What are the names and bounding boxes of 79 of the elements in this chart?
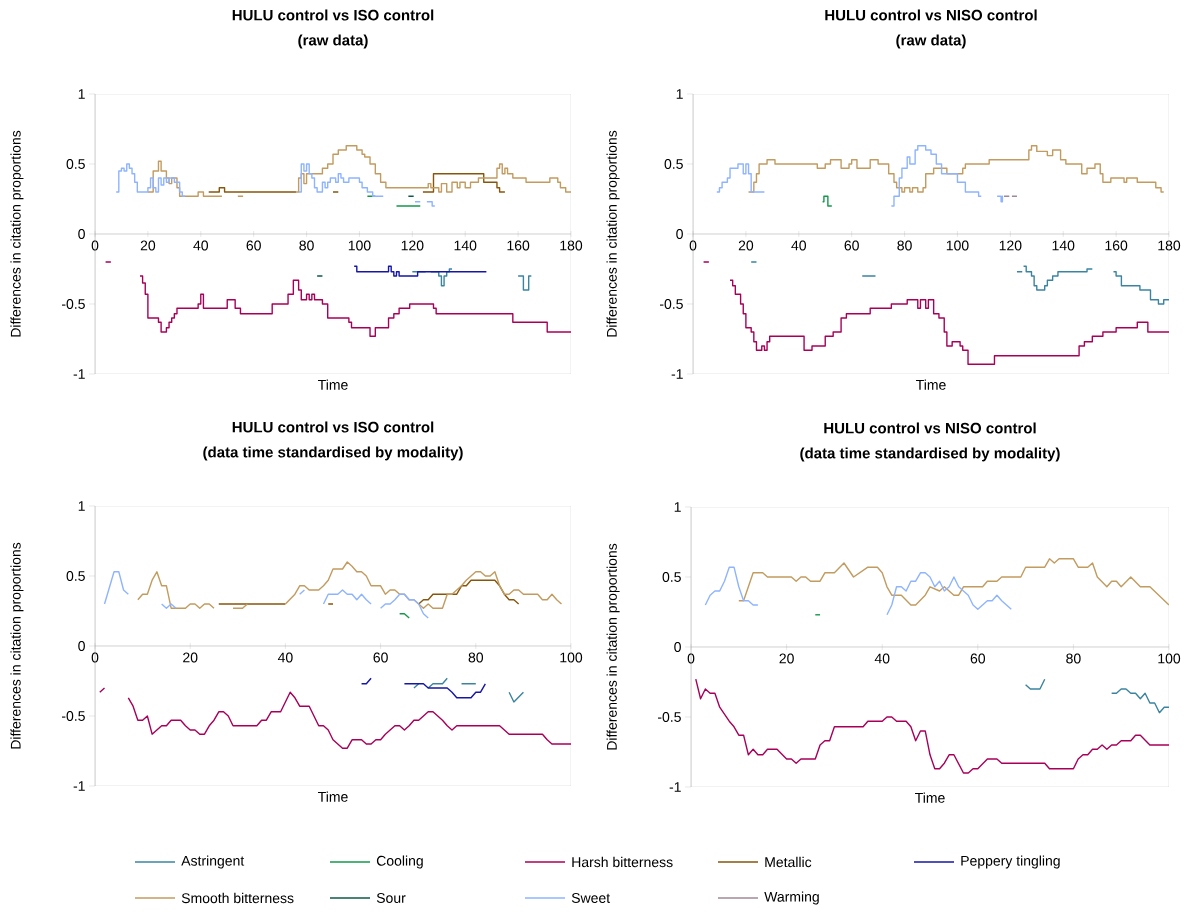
y-tick-label: 0.5: [664, 159, 683, 169]
y-tick-label: 0: [78, 641, 85, 651]
y-tick-label: 1: [78, 501, 85, 511]
y-axis-title: Differences in citation proportions: [10, 542, 24, 749]
x-tick-label: 80: [1066, 653, 1081, 664]
y-tick-label: 0: [676, 229, 683, 239]
x-tick-label: 120: [999, 240, 1022, 251]
chart-subtitle: (raw data): [896, 34, 966, 49]
y-tick-label: 1: [674, 502, 681, 512]
legend-label: Astringent: [181, 855, 245, 869]
x-tick-label: 60: [970, 653, 986, 664]
x-tick-label: 100: [560, 652, 583, 663]
y-tick-label: 0: [674, 642, 681, 652]
x-tick-label: 80: [468, 652, 484, 663]
legend-label: Sweet: [571, 893, 611, 903]
y-tick-label: -0.5: [61, 299, 85, 309]
x-axis-title: Time: [915, 792, 945, 803]
x-tick-label: 80: [897, 240, 912, 251]
x-tick-label: 80: [299, 240, 314, 251]
line-series: [695, 678, 1169, 774]
x-tick-label: 120: [401, 240, 424, 251]
y-tick-label: 0: [78, 229, 85, 239]
y-tick-label: -1: [669, 782, 681, 792]
y-tick-label: -1: [73, 781, 85, 791]
x-tick-label: 60: [246, 240, 261, 251]
y-tick-label: -1: [671, 369, 683, 379]
legend-label: Sour: [376, 893, 406, 903]
x-axis-title: Time: [318, 379, 348, 390]
chart-subtitle: (data time standardised by modality): [203, 446, 463, 461]
y-axis-title: Differences in citation proportions: [10, 130, 24, 337]
x-axis-title: Time: [318, 791, 348, 802]
legend-label: Cooling: [376, 855, 423, 869]
legend-label: Warming: [764, 891, 819, 905]
y-tick-label: 1: [676, 89, 683, 99]
x-tick-label: 160: [507, 240, 530, 251]
x-tick-label: 140: [1052, 240, 1075, 251]
x-tick-label: 60: [844, 240, 859, 251]
chart-title: HULU control vs ISO control: [232, 421, 434, 433]
x-tick-label: 40: [791, 240, 807, 251]
legend-label: Peppery tingling: [961, 855, 1060, 869]
legend-label: Metallic: [765, 856, 812, 868]
x-tick-label: 40: [874, 653, 890, 664]
chart-subtitle: (raw data): [298, 34, 368, 49]
y-tick-label: -0.5: [61, 711, 85, 721]
x-tick-label: 20: [738, 240, 754, 251]
x-tick-label: 0: [91, 652, 99, 663]
y-axis-title: Differences in citation proportions: [606, 543, 620, 750]
x-tick-label: 180: [1158, 240, 1181, 251]
x-tick-label: 100: [946, 240, 969, 251]
y-tick-label: -0.5: [659, 299, 683, 309]
x-tick-label: 140: [454, 240, 477, 251]
x-tick-label: 40: [277, 652, 293, 663]
x-tick-label: 0: [689, 240, 697, 251]
chart-title: HULU control vs ISO control: [232, 9, 434, 21]
x-tick-label: 0: [687, 653, 695, 664]
x-tick-label: 20: [183, 652, 198, 663]
y-tick-label: -1: [73, 369, 85, 379]
x-tick-label: 160: [1105, 240, 1128, 251]
x-tick-label: 20: [140, 240, 156, 251]
chart-title: HULU control vs NISO control: [824, 422, 1036, 434]
line-series: [738, 558, 1169, 606]
y-tick-label: -0.5: [657, 712, 681, 722]
y-axis-title: Differences in citation proportions: [606, 130, 620, 337]
x-tick-label: 100: [1158, 653, 1181, 664]
y-tick-label: 0.5: [66, 159, 85, 169]
chart-subtitle: (data time standardised by modality): [800, 447, 1060, 462]
y-tick-label: 0.5: [66, 571, 85, 581]
y-tick-label: 1: [78, 89, 85, 99]
chart-title: HULU control vs NISO control: [825, 9, 1037, 21]
x-tick-label: 40: [193, 240, 209, 251]
x-tick-label: 60: [373, 652, 388, 663]
x-tick-label: 100: [348, 240, 371, 251]
x-tick-label: 180: [560, 240, 583, 251]
x-axis-title: Time: [916, 379, 946, 390]
legend-label: Smooth bitterness: [181, 892, 294, 904]
legend-label: Harsh bitterness: [572, 856, 673, 868]
y-tick-label: 0.5: [662, 572, 681, 582]
x-tick-label: 0: [91, 240, 99, 251]
x-tick-label: 20: [779, 653, 794, 664]
